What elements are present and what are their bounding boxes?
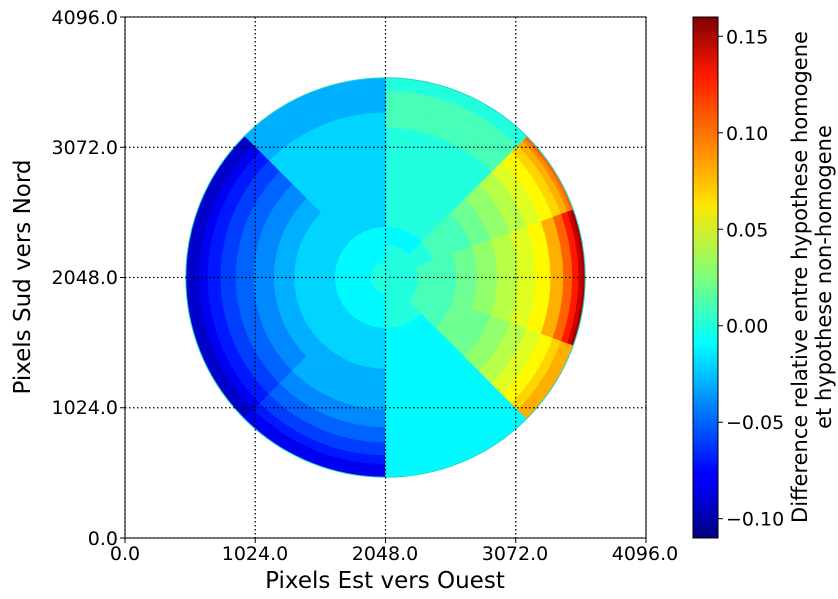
x-axis: 0.0 1024.0 2048.0 3072.0 4096.0 [110,543,678,565]
colorbar-tick-label: 0.15 [726,26,768,48]
colorbar [692,16,719,539]
x-tick-label: 3072.0 [482,543,548,565]
colorbar-tick-label: 0.00 [726,316,768,338]
colorbar-tick-label: −0.10 [726,509,784,531]
colorbar-label-line2: et hypothese non-homogene [812,125,836,429]
colorbar-ticks: −0.10 −0.05 0.00 0.05 0.10 0.15 [718,26,784,531]
y-axis: 0.0 1024.0 2048.0 3072.0 4096.0 [52,7,118,550]
x-tick-label: 1024.0 [222,543,288,565]
x-tick-label: 4096.0 [612,543,678,565]
y-tick-label: 0.0 [88,528,118,550]
colorbar-tick-label: 0.05 [726,219,768,241]
y-tick-label: 4096.0 [52,7,118,29]
x-tick-label: 0.0 [110,543,140,565]
colorbar-tick-label: −0.05 [726,412,784,434]
x-tick-label: 2048.0 [352,543,418,565]
y-axis-label: Pixels Sud vers Nord [10,159,36,394]
y-tick-label: 1024.0 [52,397,118,419]
colorbar-tick-label: 0.10 [726,123,768,145]
colorbar-label-line1: Difference relative entre hypothese homo… [788,31,812,523]
y-tick-label: 2048.0 [52,267,118,289]
y-tick-label: 3072.0 [52,137,118,159]
plot-frame [124,16,647,539]
x-axis-label: Pixels Est vers Ouest [265,568,505,594]
solar-disk-map [185,77,586,478]
